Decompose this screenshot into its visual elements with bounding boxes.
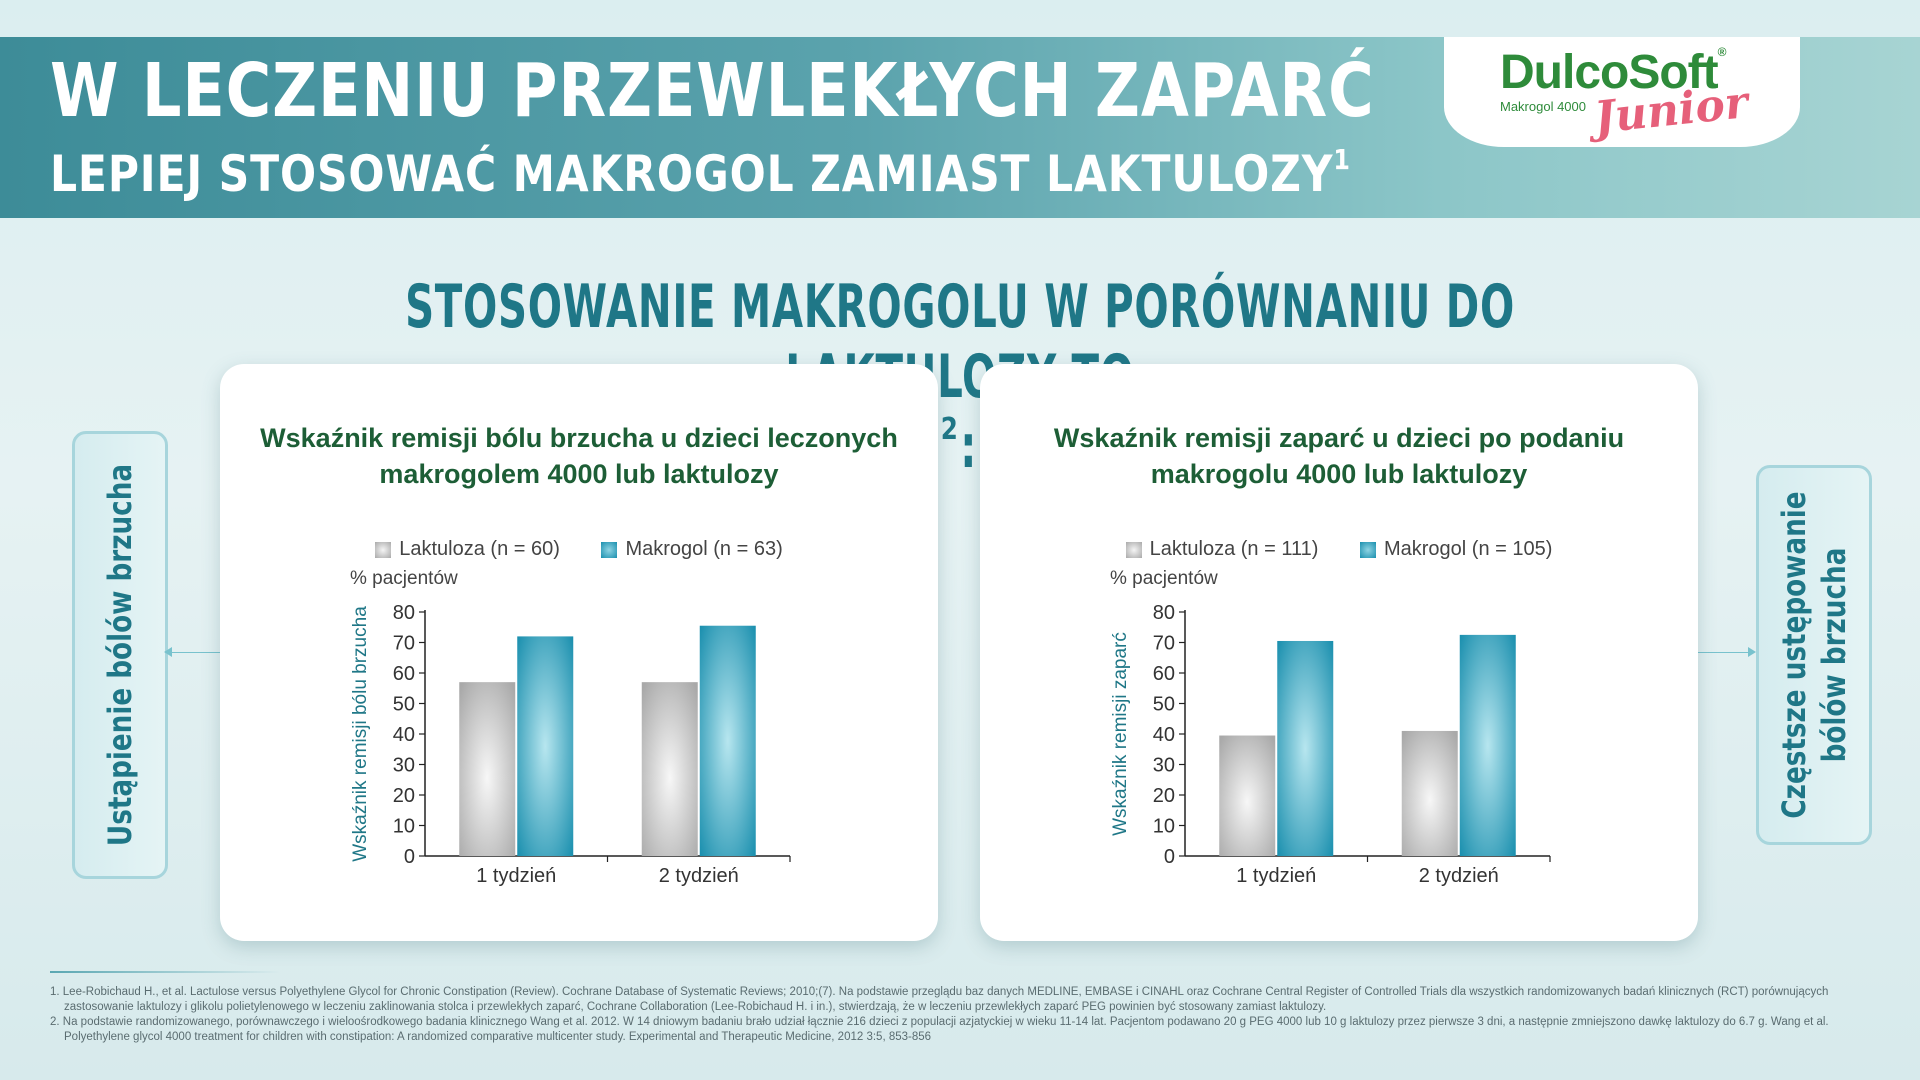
chart-title-line2: makrogolem 4000 lub laktulozy	[379, 459, 779, 489]
y-tick-label: 50	[393, 694, 415, 716]
y-tick-label: 80	[1153, 602, 1175, 624]
unit-label: % pacjentów	[350, 568, 458, 589]
legend-item-makrogol: Makrogol (n = 105)	[1359, 538, 1553, 561]
headline-footnote-ref: 1	[1333, 143, 1351, 176]
side-label-left: Ustąpienie bólów brzucha	[72, 431, 168, 879]
side-label-right-line2: bólów brzucha	[1815, 547, 1853, 763]
headline-line2: lepiej stosować makrogol zamiast laktulo…	[50, 143, 1351, 203]
bar-makrogol	[517, 636, 574, 856]
bar-laktuloza	[1219, 735, 1276, 856]
y-tick-label: 10	[1153, 816, 1175, 838]
legend-label: Laktuloza (n = 111)	[1149, 538, 1319, 560]
chart-title-line2: makrogolu 4000 lub laktulozy	[1150, 459, 1528, 489]
bar-laktuloza	[459, 682, 516, 856]
bar-makrogol	[699, 625, 756, 856]
chart-card-constipation: Wskaźnik remisji zaparć u dzieci po poda…	[980, 364, 1698, 941]
x-tick-label: 1 tydzień	[476, 865, 556, 887]
x-tick-label: 1 tydzień	[1236, 865, 1316, 887]
chart-title: Wskaźnik remisji bólu brzucha u dzieci l…	[220, 420, 938, 492]
logo-subtitle: Makrogol 4000	[1500, 99, 1586, 114]
connector-left-arrowhead	[164, 647, 172, 657]
y-tick-label: 30	[393, 755, 415, 777]
y-tick-label: 10	[393, 816, 415, 838]
y-tick-label: 40	[1153, 724, 1175, 746]
y-tick-label: 70	[393, 633, 415, 655]
legend-swatch-gray	[1125, 541, 1142, 558]
y-tick-label: 50	[1153, 694, 1175, 716]
bar-laktuloza	[1401, 730, 1458, 856]
legend-label: Laktuloza (n = 60)	[399, 538, 560, 560]
side-label-right-text: Częstsze ustępowanie bólów brzucha	[1774, 491, 1854, 818]
bar-laktuloza	[641, 682, 698, 856]
side-label-left-text: Ustąpienie bólów brzucha	[101, 463, 139, 847]
bar-makrogol	[1277, 640, 1334, 856]
y-tick-label: 20	[1153, 785, 1175, 807]
footnote-divider	[50, 971, 280, 973]
legend-swatch-blue	[1359, 541, 1376, 558]
x-tick-label: 2 tydzień	[1419, 865, 1499, 887]
bar-makrogol	[1459, 634, 1516, 856]
chart-card-abdominal-pain: Wskaźnik remisji bólu brzucha u dzieci l…	[220, 364, 938, 941]
headline-line1: W leczeniu przewlekłych zaparć	[50, 48, 1375, 134]
legend-item-makrogol: Makrogol (n = 63)	[601, 538, 783, 561]
y-tick-label: 40	[393, 724, 415, 746]
footnote-2: 2. Na podstawie randomizowanego, porówna…	[50, 1016, 1829, 1043]
legend-label: Makrogol (n = 63)	[625, 538, 783, 560]
legend-swatch-blue	[601, 541, 618, 558]
bar-chart: % pacjentów Wskaźnik remisji bólu brzucha…	[350, 568, 791, 887]
connector-right	[1686, 652, 1748, 653]
y-tick-label: 70	[1153, 633, 1175, 655]
legend-item-laktuloza: Laktuloza (n = 111)	[1125, 538, 1319, 561]
y-tick-label: 0	[404, 846, 415, 868]
chart-title-line1: Wskaźnik remisji zaparć u dzieci po poda…	[1053, 423, 1625, 453]
section-title-footnote-ref: 2	[940, 412, 959, 447]
chart-legend: Laktuloza (n = 60) Makrogol (n = 63)	[220, 538, 938, 564]
side-label-right-line1: Częstsze ustępowanie	[1775, 491, 1813, 819]
y-axis-label: Wskaźnik remisji bólu brzucha	[350, 606, 371, 862]
y-tick-label: 30	[1153, 755, 1175, 777]
y-tick-label: 60	[393, 663, 415, 685]
legend-item-laktuloza: Laktuloza (n = 60)	[375, 538, 560, 561]
chart-title-line1: Wskaźnik remisji bólu brzucha u dzieci l…	[260, 423, 898, 453]
unit-label: % pacjentów	[1110, 568, 1218, 589]
brand-logo: DulcoSoft® Makrogol 4000 Junior	[1444, 37, 1800, 147]
y-tick-label: 60	[1153, 663, 1175, 685]
bar-chart: % pacjentów Wskaźnik remisji zaparć 0 10 20 3…	[1110, 568, 1551, 887]
legend-swatch-gray	[375, 541, 392, 558]
chart-title: Wskaźnik remisji zaparć u dzieci po poda…	[980, 420, 1698, 492]
side-label-right: Częstsze ustępowanie bólów brzucha	[1756, 465, 1872, 845]
headline-line2-text: lepiej stosować makrogol zamiast laktulo…	[50, 145, 1334, 203]
connector-right-arrowhead	[1748, 647, 1756, 657]
y-tick-label: 20	[393, 785, 415, 807]
logo-registered-mark: ®	[1717, 45, 1727, 59]
footnotes: 1. Lee-Robichaud H., et al. Lactulose ve…	[50, 985, 1880, 1045]
legend-label: Makrogol (n = 105)	[1383, 538, 1553, 560]
logo-brand-text: DulcoSoft	[1500, 46, 1719, 99]
y-tick-label: 80	[393, 602, 415, 624]
footnote-1: 1. Lee-Robichaud H., et al. Lactulose ve…	[50, 986, 1829, 1013]
section-title-suffix: :	[960, 412, 978, 482]
y-axis-label: Wskaźnik remisji zaparć	[1110, 632, 1131, 836]
y-tick-label: 0	[1164, 846, 1175, 868]
x-tick-label: 2 tydzień	[659, 865, 739, 887]
chart-legend: Laktuloza (n = 111) Makrogol (n = 105)	[980, 538, 1698, 564]
logo-brand-name: DulcoSoft®	[1500, 45, 1727, 100]
connector-left	[170, 652, 234, 653]
